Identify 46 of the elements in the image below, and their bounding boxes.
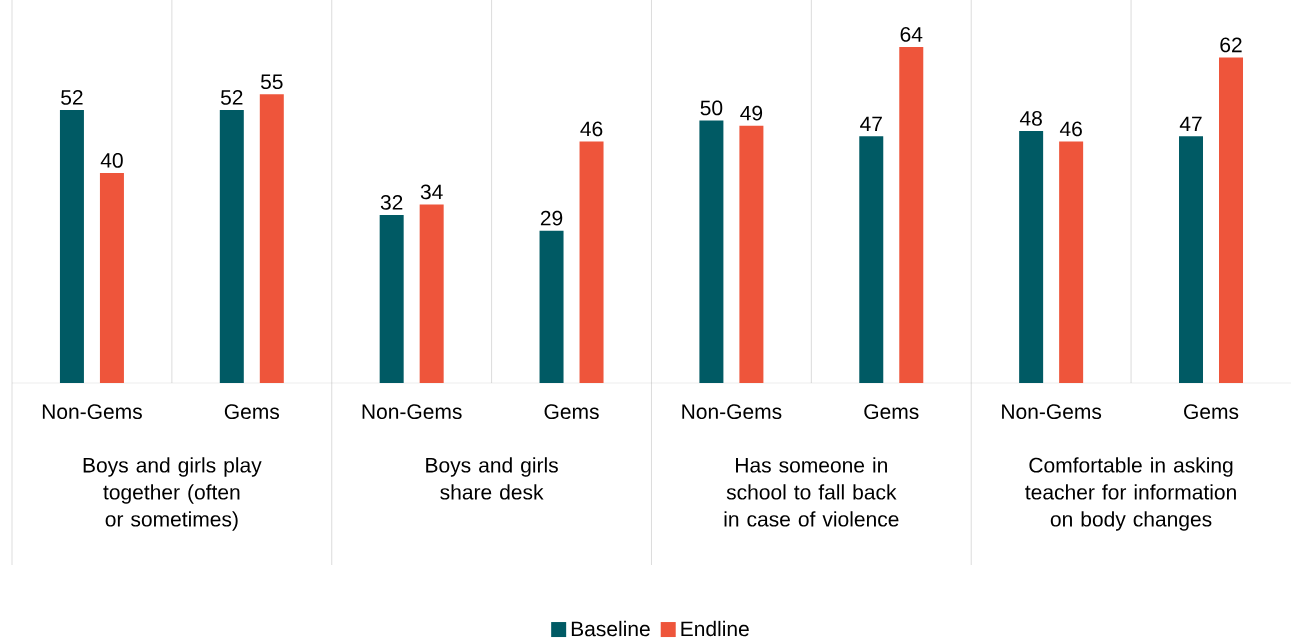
bar [1019, 131, 1044, 383]
data-label: 47 [860, 116, 882, 132]
data-label: 40 [100, 152, 123, 168]
x-tick-label: Gems [1184, 404, 1239, 420]
data-label: 32 [380, 194, 403, 210]
data-label: 49 [740, 105, 763, 121]
bar [1179, 136, 1204, 383]
bar [379, 215, 404, 383]
data-label: 29 [540, 210, 563, 226]
data-label: 47 [1179, 116, 1202, 132]
data-label: 46 [580, 121, 603, 137]
bar [859, 136, 884, 383]
data-label: 64 [900, 26, 923, 42]
data-label: 48 [1019, 110, 1042, 126]
x-tick-label: Non-Gems [42, 404, 142, 420]
x-tick-label: Non-Gems [682, 404, 782, 420]
text: Boys and girls share desk [426, 457, 558, 500]
data-label: 52 [220, 89, 243, 105]
bar [99, 173, 124, 383]
legend-label: Baseline [571, 620, 650, 637]
bar [59, 110, 84, 383]
bar [259, 94, 284, 383]
x-tick-label: Gems [544, 404, 599, 420]
data-label: 34 [420, 184, 443, 200]
bar [739, 125, 764, 383]
data-label: 46 [1059, 121, 1082, 137]
bar [579, 141, 604, 383]
data-label: 55 [260, 74, 283, 90]
legend-label: Endline [681, 620, 749, 637]
bar [1059, 141, 1084, 383]
data-label: 50 [700, 100, 723, 116]
text: Has someone in school to fall back in case of violence [724, 457, 899, 527]
bar [699, 120, 724, 383]
data-label: 52 [61, 89, 83, 105]
x-tick-label: Gems [864, 404, 919, 420]
x-tick-label: Gems [224, 404, 280, 420]
bar [1219, 57, 1244, 383]
bar [419, 204, 444, 383]
data-label: 62 [1220, 37, 1242, 53]
bar [539, 230, 564, 383]
bar [899, 47, 924, 383]
text: Comfortable in asking teacher for information on body changes [1025, 457, 1236, 531]
x-tick-label: Non-Gems [362, 404, 462, 420]
x-tick-label: Non-Gems [1002, 404, 1102, 420]
bar [219, 110, 244, 383]
text: Boys and girls play together (often or sometimes) [83, 457, 262, 531]
